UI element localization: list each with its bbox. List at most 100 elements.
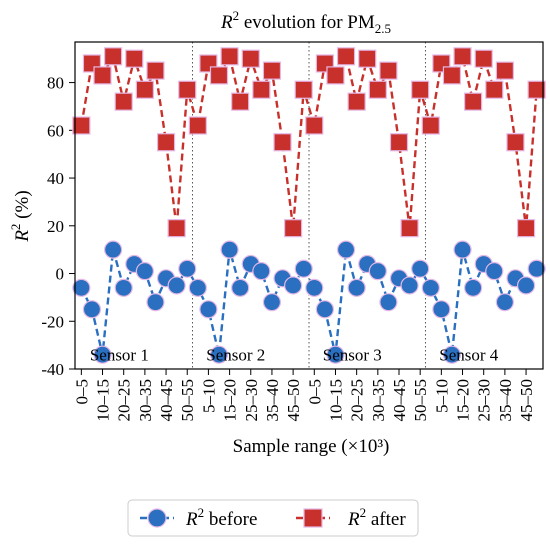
point-after-35 [442, 66, 462, 85]
legend-frame [127, 499, 419, 537]
x-tick-label-17: 5–10 [432, 379, 451, 413]
point-before-34 [432, 300, 451, 319]
legend: R2 before R2 after [127, 499, 419, 537]
point-after-5 [125, 49, 144, 68]
chart-title-sub: 2.5 [375, 21, 391, 36]
x-tick-label-3: 30–35 [136, 379, 155, 422]
x-tick-label-10: 45–50 [284, 379, 303, 422]
point-before-40 [495, 293, 514, 312]
point-after-13 [209, 66, 229, 85]
point-after-39 [485, 80, 504, 99]
point-after-10 [178, 80, 197, 99]
point-before-25 [336, 240, 356, 259]
x-tick-label-7: 15–20 [221, 379, 240, 422]
point-before-33 [421, 278, 440, 297]
chart-title: R2 evolution for PM2.5 [220, 8, 391, 36]
point-before-23 [315, 300, 334, 319]
point-before-2 [93, 345, 112, 364]
point-before-22 [305, 278, 324, 297]
point-after-9 [167, 219, 186, 238]
point-after-33 [421, 116, 440, 135]
y-axis-label-r: R [12, 230, 33, 243]
sensor-label-2: Sensor 2 [206, 346, 265, 365]
point-after-29 [379, 61, 398, 80]
point-after-3 [104, 47, 123, 66]
point-after-41 [506, 133, 525, 152]
point-after-0 [72, 116, 91, 135]
x-tick-label-21: 45–50 [517, 379, 536, 422]
legend-item-after: R2 after [296, 505, 406, 530]
point-before-3 [104, 240, 123, 259]
point-before-18 [262, 293, 282, 312]
x-tick-label-9: 35–40 [263, 379, 282, 422]
point-before-29 [379, 293, 398, 312]
point-after-14 [220, 47, 239, 66]
legend-label-after-rest: after [366, 509, 406, 530]
x-tick-label-5: 50–55 [178, 379, 197, 422]
x-tick-label-12: 10–15 [326, 379, 345, 422]
point-before-1 [82, 300, 102, 319]
legend-marker-before [147, 508, 167, 528]
point-after-43 [527, 80, 546, 99]
x-tick-label-0: 0–5 [72, 379, 91, 405]
y-tick-label-0: -40 [41, 360, 64, 379]
point-after-16 [241, 49, 260, 68]
point-after-8 [156, 133, 176, 152]
legend-label-before: R2 before [185, 505, 257, 530]
y-tick-label-5: 60 [47, 121, 64, 140]
sensor-label-3: Sensor 3 [323, 346, 382, 365]
x-tick-label-18: 15–20 [454, 379, 473, 422]
point-after-18 [262, 61, 282, 80]
point-after-17 [252, 80, 271, 99]
x-tick-label-6: 5–10 [199, 379, 218, 413]
point-before-20 [284, 276, 303, 295]
point-before-7 [146, 293, 165, 312]
point-after-11 [188, 116, 207, 135]
sensor-label-1: Sensor 1 [90, 346, 149, 365]
y-tick-label-1: -20 [41, 312, 64, 331]
point-after-21 [294, 80, 313, 99]
point-before-37 [464, 278, 483, 297]
y-axis-label: R2 (%) [8, 190, 33, 242]
y-tick-label-6: 80 [47, 74, 64, 93]
point-after-25 [336, 47, 356, 66]
y-tick-label-2: 0 [56, 265, 65, 284]
sensor-label-4: Sensor 4 [439, 346, 499, 365]
point-before-10 [178, 259, 197, 278]
legend-label-before-r: R [185, 509, 198, 530]
point-after-31 [400, 219, 419, 238]
chart-title-sup: 2 [233, 8, 240, 23]
point-after-27 [358, 49, 377, 68]
legend-label-before-sup: 2 [198, 505, 205, 520]
x-tick-label-20: 35–40 [496, 379, 515, 422]
point-before-32 [411, 259, 430, 278]
point-after-2 [93, 66, 112, 85]
point-before-4 [114, 278, 133, 297]
point-before-14 [220, 240, 239, 259]
point-before-31 [400, 276, 419, 295]
x-tick-label-19: 25–30 [475, 379, 494, 422]
point-after-40 [495, 61, 514, 80]
point-before-17 [252, 262, 271, 281]
point-after-24 [326, 66, 345, 85]
point-before-39 [485, 262, 504, 281]
point-after-32 [411, 80, 430, 99]
x-tick-label-2: 20–25 [115, 379, 134, 422]
x-tick-label-4: 40–45 [157, 379, 176, 422]
point-after-4 [114, 92, 133, 111]
point-before-24 [326, 345, 345, 364]
point-before-42 [516, 276, 536, 295]
legend-marker-after [303, 508, 323, 528]
x-tick-label-13: 20–25 [348, 379, 367, 422]
x-tick-label-14: 30–35 [369, 379, 388, 422]
point-after-42 [516, 219, 536, 238]
chart-title-r: R [220, 12, 233, 33]
x-tick-label-1: 10–15 [94, 379, 113, 422]
point-after-6 [135, 80, 154, 99]
x-tick-label-16: 50–55 [411, 379, 430, 422]
y-tick-label-3: 20 [47, 217, 64, 236]
legend-item-before: R2 before [140, 505, 257, 530]
chart-title-middle: evolution for PM [239, 12, 375, 33]
